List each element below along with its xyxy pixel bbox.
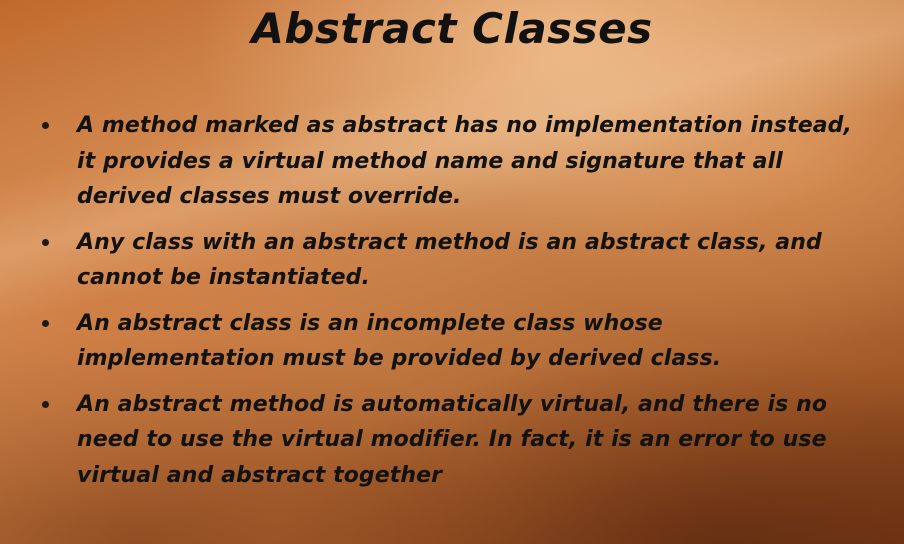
bullet-item: An abstract class is an incomplete class… [40,306,860,377]
bullet-text: An abstract class is an incomplete class… [77,310,722,372]
bullet-item: An abstract method is automatically virt… [40,387,860,494]
bullet-item: A method marked as abstract has no imple… [40,108,860,215]
bullet-item: Any class with an abstract method is an … [40,225,860,296]
bullet-dot-icon [42,122,49,129]
bullet-text: An abstract method is automatically virt… [77,391,828,488]
slide-title: Abstract Classes [251,4,653,53]
bullet-dot-icon [42,238,49,246]
bullet-dot-icon [42,319,49,327]
bullet-dot-icon [42,400,49,408]
bullet-text: Any class with an abstract method is an … [77,229,822,291]
bullet-list: A method marked as abstract has no imple… [40,108,860,503]
bullet-text: A method marked as abstract has no imple… [77,113,852,209]
